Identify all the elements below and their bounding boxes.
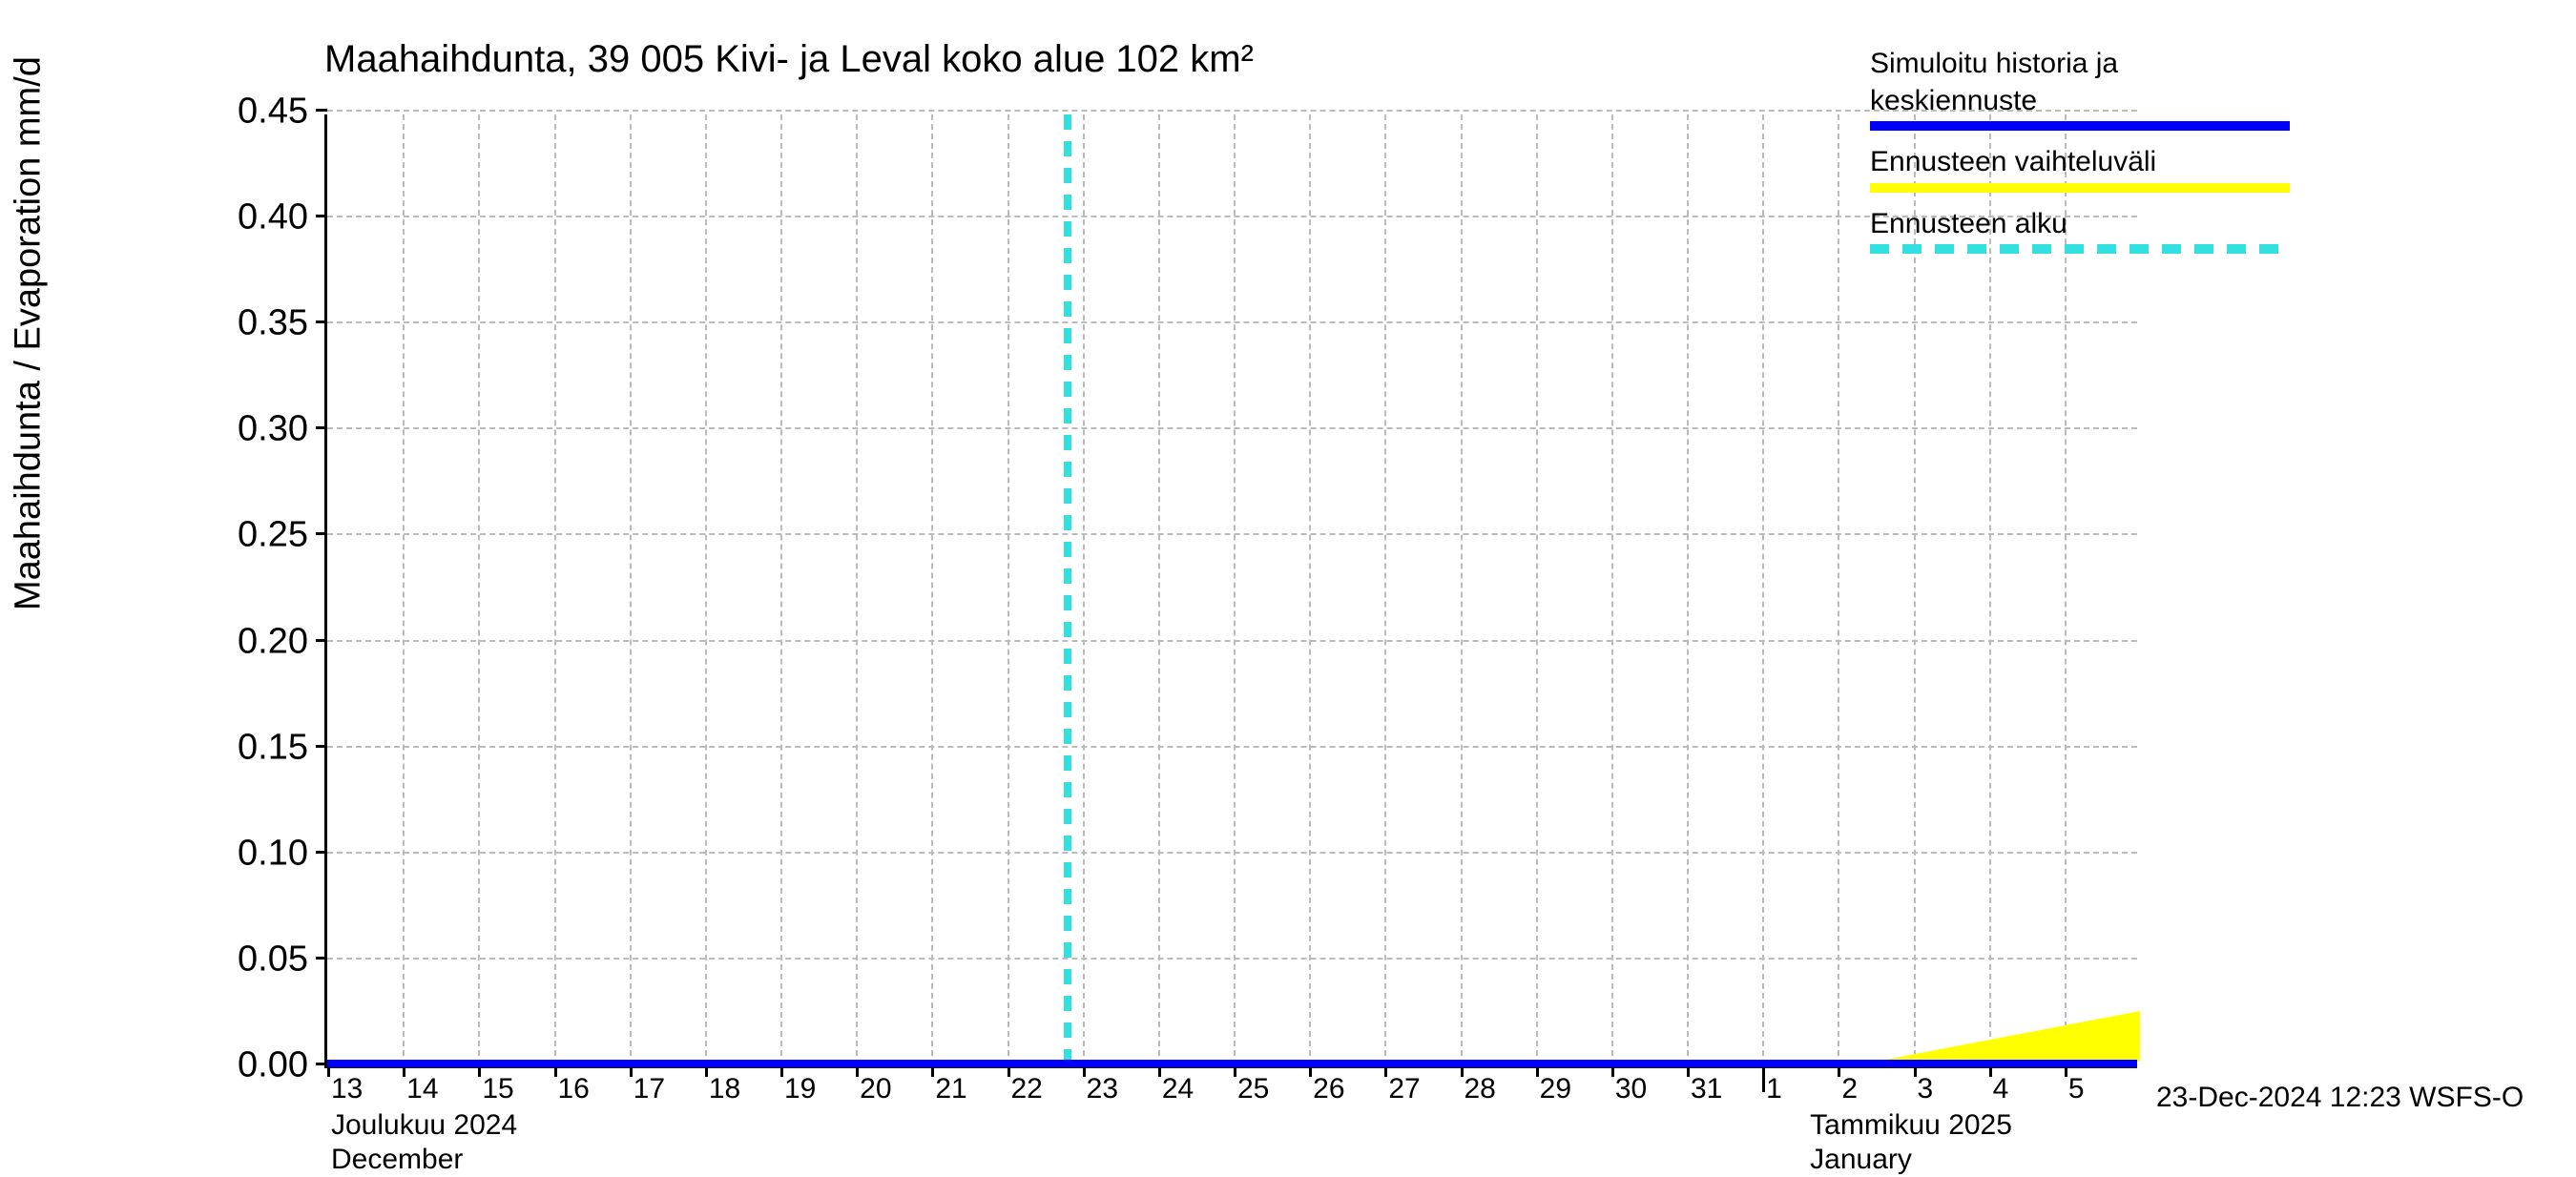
xtick-label: 21 [935,1073,966,1105]
xtick-label: 24 [1162,1073,1194,1105]
gridline-vertical [1008,114,1009,1065]
xtick-label: 15 [482,1073,513,1105]
main-series-line [327,1060,2137,1067]
xtick-label: 2 [1841,1073,1858,1105]
ytick-label: 0.45 [213,92,308,133]
xtick-label: 23 [1087,1073,1118,1105]
gridline-vertical [403,114,405,1065]
gridline-vertical [1384,114,1386,1065]
chart-title: Maahaihdunta, 39 005 Kivi- ja Leval koko… [324,38,1254,81]
gridline-horizontal [327,958,2137,960]
xtick-label: 13 [331,1073,363,1105]
xtick-label: 19 [784,1073,816,1105]
gridline-vertical [780,114,782,1065]
xtick-label: 27 [1388,1073,1420,1105]
gridline-vertical [630,114,632,1065]
gridline-vertical [554,114,556,1065]
ytick-mark [316,851,327,854]
ytick-label: 0.15 [213,727,308,768]
ytick-mark [316,215,327,217]
ytick-mark [316,1063,327,1065]
gridline-vertical [1687,114,1689,1065]
gridline-vertical [705,114,707,1065]
ytick-label: 0.35 [213,303,308,344]
month-label-left: Joulukuu 2024December [331,1108,517,1177]
xtick-label: 1 [1766,1073,1782,1105]
legend-item: Simuloitu historia ja keskiennuste [1870,48,2290,131]
gridline-horizontal [327,746,2137,748]
ytick-mark [316,745,327,748]
ytick-label: 0.30 [213,409,308,450]
legend-swatch [1870,121,2290,131]
chart-container: Maahaihdunta, 39 005 Kivi- ja Leval koko… [0,0,2576,1145]
ytick-mark [316,532,327,535]
xtick-label: 4 [1993,1073,2009,1105]
legend-swatch [1870,244,2290,254]
gridline-vertical [856,114,858,1065]
legend-label: keskiennuste [1870,85,2290,118]
plot-area: 0.000.050.100.150.200.250.300.350.400.45… [324,114,2137,1068]
xtick-label: 3 [1918,1073,1934,1105]
gridline-vertical [1611,114,1613,1065]
legend-label: Simuloitu historia ja [1870,48,2290,81]
gridline-vertical [931,114,933,1065]
gridline-horizontal [327,533,2137,535]
xtick-label: 25 [1237,1073,1269,1105]
xtick-label: 14 [406,1073,438,1105]
xtick-label: 28 [1465,1073,1496,1105]
legend: Simuloitu historia ja keskiennuste Ennuste… [1870,48,2290,269]
uncertainty-band [1876,1011,2140,1062]
gridline-vertical [1234,114,1236,1065]
xtick-label: 16 [558,1073,590,1105]
xtick-label: 29 [1540,1073,1571,1105]
xtick-label: 17 [634,1073,665,1105]
month-label-right: Tammikuu 2025January [1810,1108,2012,1177]
legend-item: Ennusteen alku [1870,208,2290,255]
legend-item: Ennusteen vaihteluväli [1870,146,2290,193]
gridline-vertical [1461,114,1463,1065]
gridline-vertical [1083,114,1085,1065]
ytick-label: 0.25 [213,515,308,556]
xtick-label: 31 [1691,1073,1722,1105]
forecast-start-line-dash [1064,114,1071,1065]
gridline-vertical [478,114,480,1065]
xtick-mark [1762,1065,1765,1092]
gridline-horizontal [327,110,2137,112]
gridline-vertical [1536,114,1538,1065]
ytick-label: 0.20 [213,621,308,662]
gridline-horizontal [327,852,2137,854]
xtick-label: 26 [1313,1073,1344,1105]
legend-label: Ennusteen vaihteluväli [1870,146,2290,179]
ytick-mark [316,426,327,429]
ytick-label: 0.00 [213,1045,308,1086]
xtick-label: 22 [1011,1073,1043,1105]
gridline-vertical [1158,114,1160,1065]
gridline-horizontal [327,427,2137,429]
ytick-mark [316,957,327,960]
gridline-horizontal [327,216,2137,217]
ytick-mark [316,320,327,323]
y-axis-label: Maahaihdunta / Evaporation mm/d [9,56,50,610]
gridline-vertical [1838,114,1839,1065]
ytick-label: 0.05 [213,939,308,980]
timestamp-label: 23-Dec-2024 12:23 WSFS-O [2156,1082,2524,1114]
xtick-label: 30 [1615,1073,1647,1105]
xtick-label: 20 [860,1073,891,1105]
gridline-vertical [1309,114,1311,1065]
legend-label: Ennusteen alku [1870,208,2290,241]
ytick-mark [316,109,327,112]
gridline-horizontal [327,640,2137,642]
gridline-horizontal [327,321,2137,323]
xtick-label: 5 [2068,1073,2085,1105]
legend-swatch [1870,183,2290,193]
gridline-vertical [1762,114,1764,1065]
xtick-label: 18 [709,1073,740,1105]
ytick-label: 0.40 [213,197,308,238]
ytick-label: 0.10 [213,833,308,874]
ytick-mark [316,639,327,642]
